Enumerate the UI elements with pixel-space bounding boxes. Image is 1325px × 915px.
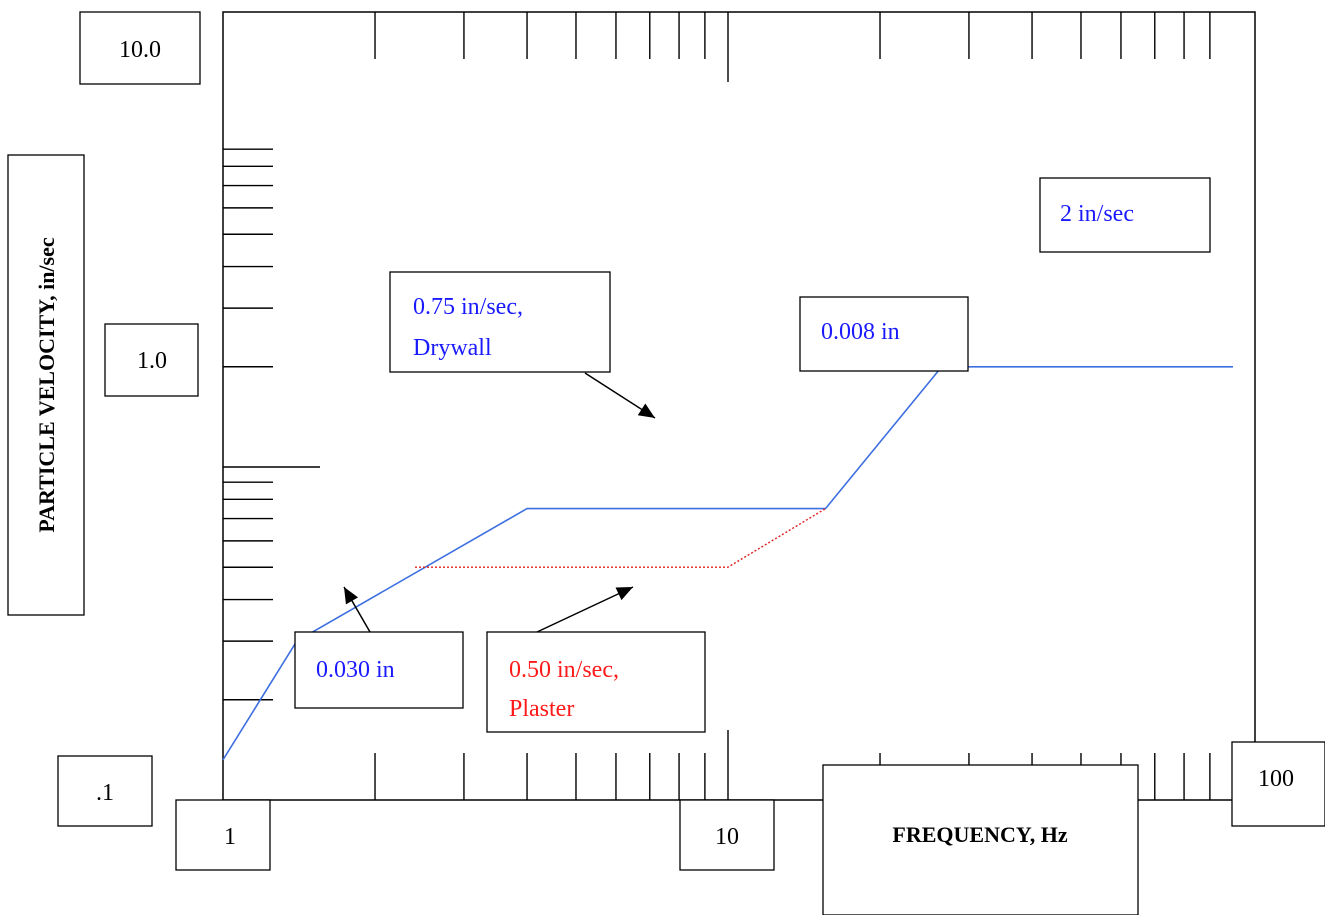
x-axis-title: FREQUENCY, Hz xyxy=(822,764,1139,915)
x-tick-label-100-text: 100 xyxy=(1258,766,1294,792)
y-tick-label-1: 1.0 xyxy=(104,323,199,397)
y-axis-title: PARTICLE VELOCITY, in/sec xyxy=(7,154,85,616)
y-tick-label-10: 10.0 xyxy=(79,11,201,85)
annotation-drywall-line1: 0.75 in/sec, xyxy=(413,294,523,320)
series-line-drywall xyxy=(222,365,1233,761)
x-tick-label-1-text: 1 xyxy=(224,824,236,850)
x-tick-label-10: 10 xyxy=(679,799,775,871)
y-tick-label-0.1: .1 xyxy=(57,755,153,827)
annotation-2-in-sec-text: 2 in/sec xyxy=(1060,201,1134,227)
arrow-plaster-head xyxy=(615,587,633,601)
y-tick-label-0.1-text: .1 xyxy=(96,780,114,806)
annotation-0008-in-text: 0.008 in xyxy=(821,319,900,345)
arrow-plaster-shaft xyxy=(536,586,634,633)
annotation-drywall: 0.75 in/sec, Drywall xyxy=(389,271,611,373)
arrow-group xyxy=(343,372,656,633)
annotation-plaster: 0.50 in/sec, Plaster xyxy=(486,631,706,733)
y-tick-label-10-text: 10.0 xyxy=(119,37,161,63)
x-tick-label-10-text: 10 xyxy=(715,824,739,850)
annotation-plaster-line2: Plaster xyxy=(509,696,574,722)
x-tick-label-1: 1 xyxy=(175,799,271,871)
annotation-0030-in-text: 0.030 in xyxy=(316,657,395,683)
annotation-0008-in: 0.008 in xyxy=(799,296,969,372)
annotation-2-in-sec: 2 in/sec xyxy=(1039,177,1211,253)
y-tick-label-1-text: 1.0 xyxy=(137,348,167,374)
arrow-drywall-head xyxy=(637,403,655,418)
annotation-drywall-line2: Drywall xyxy=(413,335,492,361)
x-axis-title-text: FREQUENCY, Hz xyxy=(892,822,1067,847)
arrow-0030-in-head xyxy=(344,587,359,605)
annotation-0030-in: 0.030 in xyxy=(294,631,464,709)
y-axis-title-text: PARTICLE VELOCITY, in/sec xyxy=(34,237,59,533)
series-line-plaster xyxy=(415,508,826,568)
annotation-plaster-line1: 0.50 in/sec, xyxy=(509,657,619,683)
x-tick-label-100: 100 xyxy=(1231,741,1325,827)
